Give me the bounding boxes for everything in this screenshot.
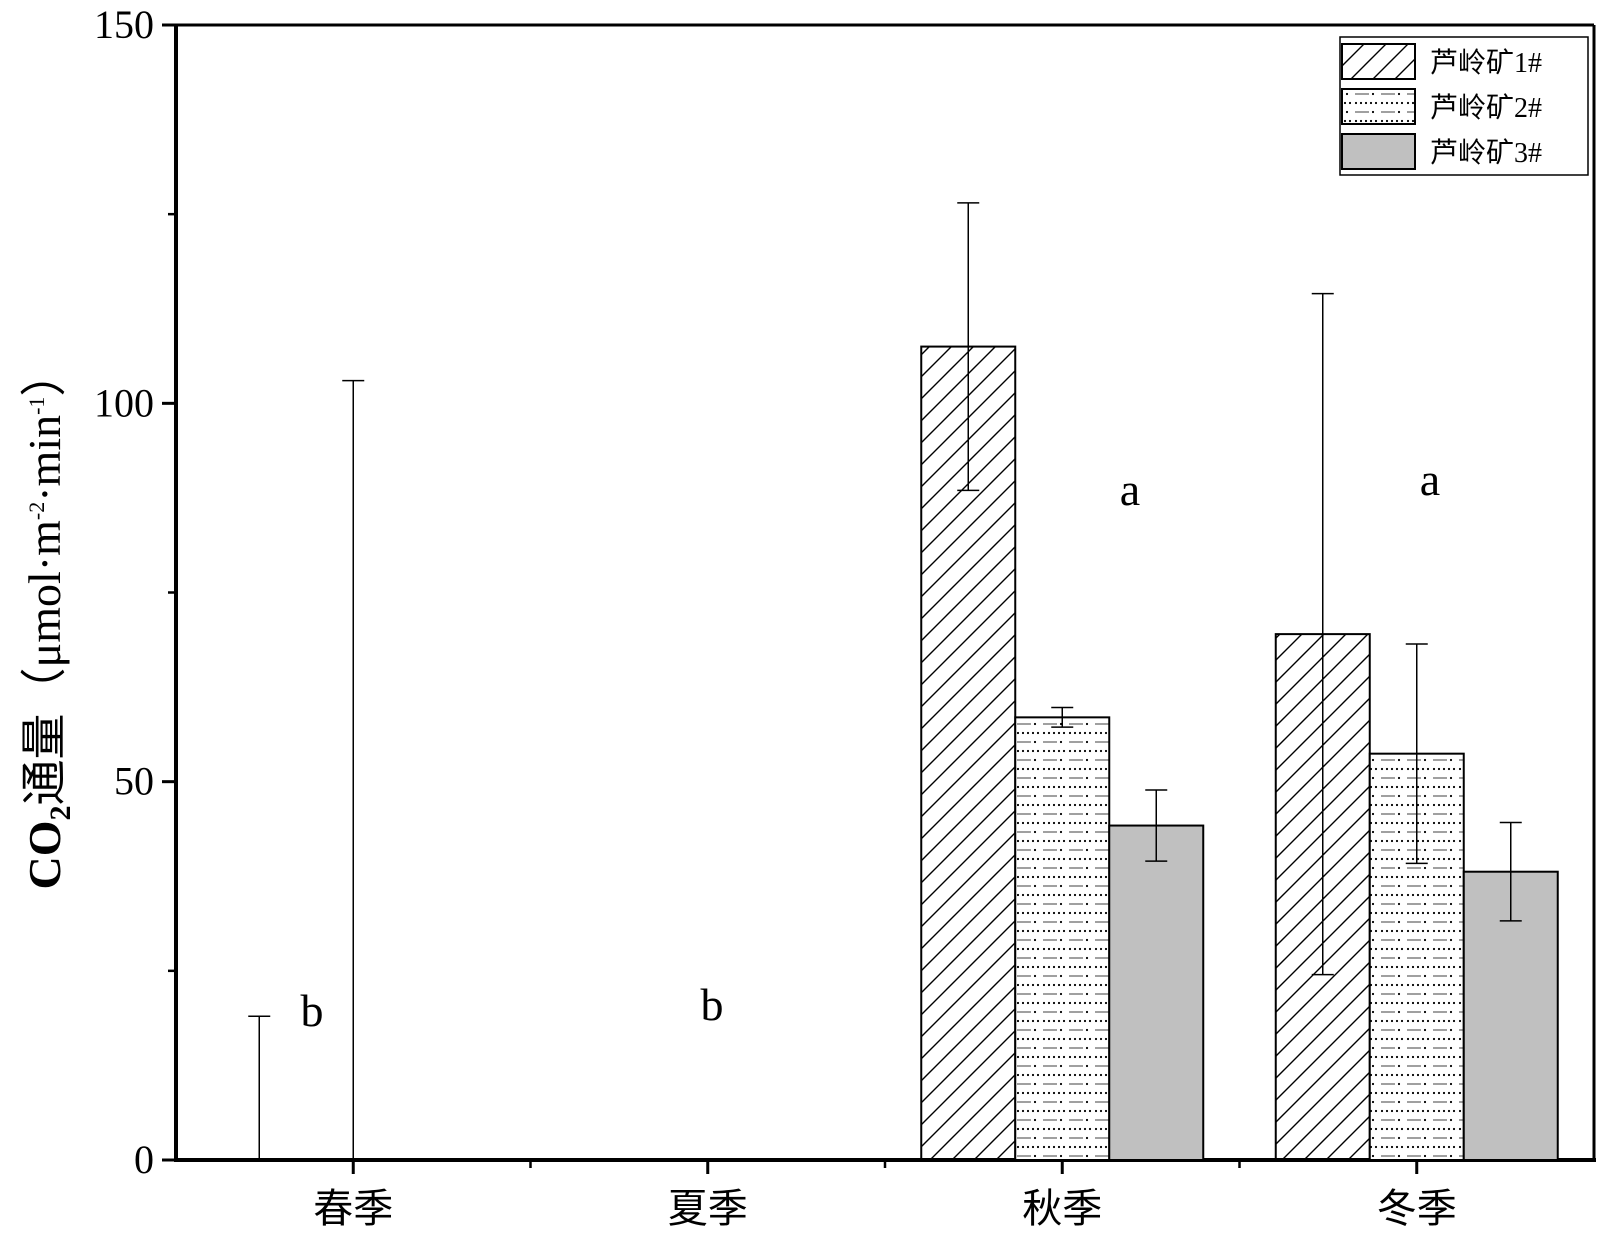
significance-letter: b (701, 979, 724, 1030)
legend-swatch (1341, 133, 1416, 170)
significance-letter: b (301, 985, 324, 1036)
significance-letter: a (1120, 464, 1140, 515)
x-tick-label: 秋季 (1022, 1186, 1102, 1231)
error-bars-group (248, 202, 1522, 1160)
bar (1108, 824, 1205, 1161)
y-tick-label: 150 (94, 2, 154, 47)
y-tick-label: 50 (114, 759, 154, 804)
legend: 芦岭矿1# 芦岭矿2# 芦岭矿3# (1339, 36, 1589, 176)
legend-label: 芦岭矿2# (1430, 92, 1542, 124)
x-tick-label: 冬季 (1377, 1186, 1457, 1231)
y-tick-label: 100 (94, 380, 154, 425)
legend-swatch (1341, 43, 1416, 80)
significance-letter: a (1420, 454, 1440, 505)
bars-group (920, 345, 1559, 1162)
x-axis-ticks: 春季 夏季 秋季 冬季 (313, 1160, 1457, 1231)
y-axis-label: CO2通量（μmol·m-2·min-1） (19, 351, 77, 890)
bar (1014, 716, 1111, 1161)
y-axis-ticks: 0 50 100 150 (94, 2, 176, 1182)
legend-label: 芦岭矿3# (1430, 137, 1542, 169)
x-tick-label: 夏季 (668, 1186, 748, 1231)
legend-label: 芦岭矿1# (1430, 47, 1542, 79)
y-tick-label: 0 (134, 1137, 154, 1182)
significance-letters: b b a a (301, 454, 1441, 1036)
x-tick-label: 春季 (313, 1186, 393, 1231)
legend-swatch (1341, 88, 1416, 125)
